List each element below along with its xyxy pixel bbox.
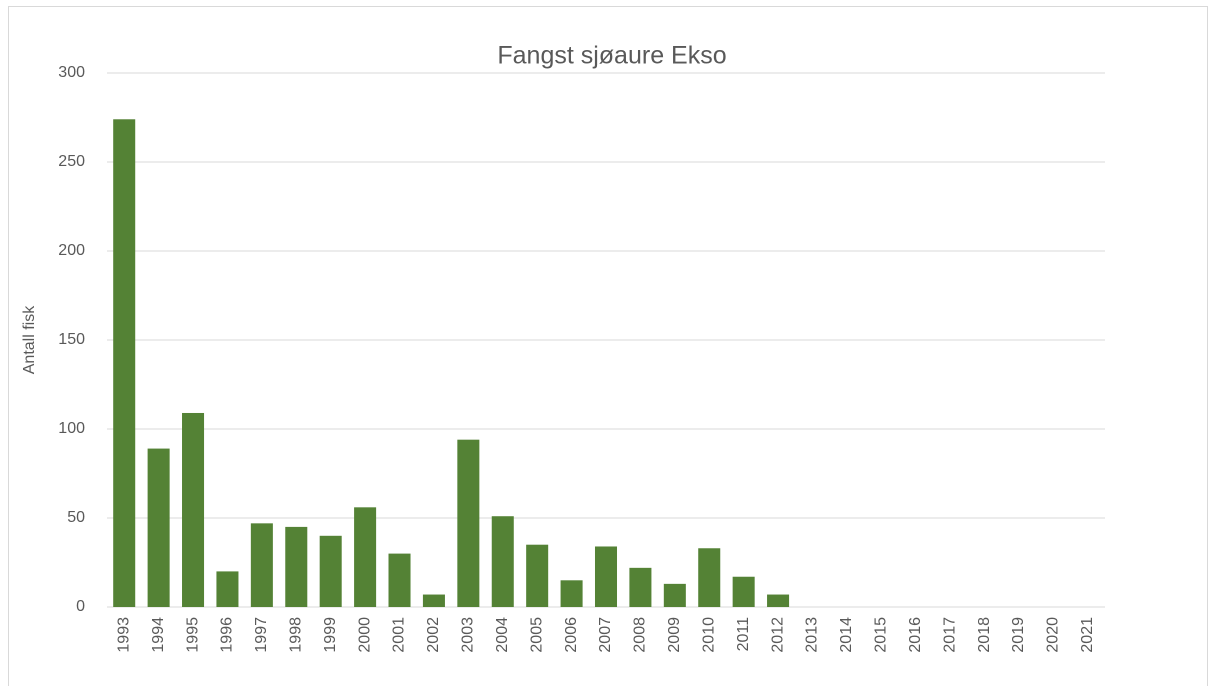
chart-title: Fangst sjøaure Ekso: [497, 42, 726, 70]
y-axis-label: Antall fisk: [21, 305, 38, 374]
bar: [594, 546, 618, 607]
y-tick-label: 300: [58, 64, 85, 81]
bar: [629, 567, 652, 607]
x-tick-label: 2012: [769, 617, 786, 653]
x-tick-label: 2015: [873, 617, 890, 653]
x-tick-label: 2003: [460, 617, 477, 653]
y-tick-label: 200: [58, 242, 85, 259]
x-tick-label: 1999: [322, 617, 339, 653]
bar: [422, 594, 445, 607]
x-tick-label: 2014: [838, 617, 855, 653]
x-tick-label: 2009: [666, 617, 683, 653]
bar: [182, 412, 205, 607]
x-tick-label: 2017: [941, 617, 958, 653]
bar: [560, 580, 583, 607]
x-tick-label: 2002: [425, 617, 442, 653]
x-tick-label: 2011: [735, 617, 752, 652]
bar: [319, 535, 342, 607]
x-tick-label: 2010: [700, 617, 717, 653]
bar: [216, 571, 239, 607]
x-tick-label: 2008: [632, 617, 649, 653]
y-tick-label: 50: [67, 509, 85, 526]
bar: [250, 523, 273, 607]
bar: [732, 576, 755, 607]
bar: [388, 553, 411, 607]
bar: [767, 594, 790, 607]
x-tick-label: 1996: [219, 617, 236, 653]
x-tick-label: 2021: [1079, 617, 1096, 653]
x-tick-label: 2019: [1010, 617, 1027, 653]
x-tick-label: 1995: [184, 617, 201, 653]
x-tick-label: 2016: [907, 617, 924, 653]
bar: [147, 448, 170, 607]
bar: [491, 516, 514, 607]
x-tick-label: 2020: [1045, 617, 1062, 653]
x-tick-label: 2000: [356, 617, 373, 653]
x-tick-label: 2004: [494, 617, 511, 653]
y-tick-label: 100: [58, 420, 85, 437]
bar: [354, 507, 377, 607]
x-tick-label: 2006: [563, 617, 580, 653]
x-tick-label: 1994: [150, 617, 167, 653]
bar: [663, 583, 686, 607]
x-tick-label: 2013: [804, 617, 821, 653]
bar: [698, 548, 721, 607]
y-tick-label: 250: [58, 153, 85, 170]
x-tick-label: 1998: [287, 617, 304, 653]
y-tick-label: 150: [58, 331, 85, 348]
bar: [113, 119, 136, 607]
bar: [526, 544, 549, 607]
x-tick-label: 2018: [976, 617, 993, 653]
bar: [457, 439, 480, 607]
x-tick-label: 2007: [597, 617, 614, 653]
bar: [285, 526, 308, 607]
x-tick-label: 1993: [115, 617, 132, 653]
y-tick-label: 0: [76, 598, 85, 615]
x-tick-label: 2005: [528, 617, 545, 653]
x-tick-label: 2001: [391, 617, 408, 653]
x-tick-label: 1997: [253, 617, 270, 653]
